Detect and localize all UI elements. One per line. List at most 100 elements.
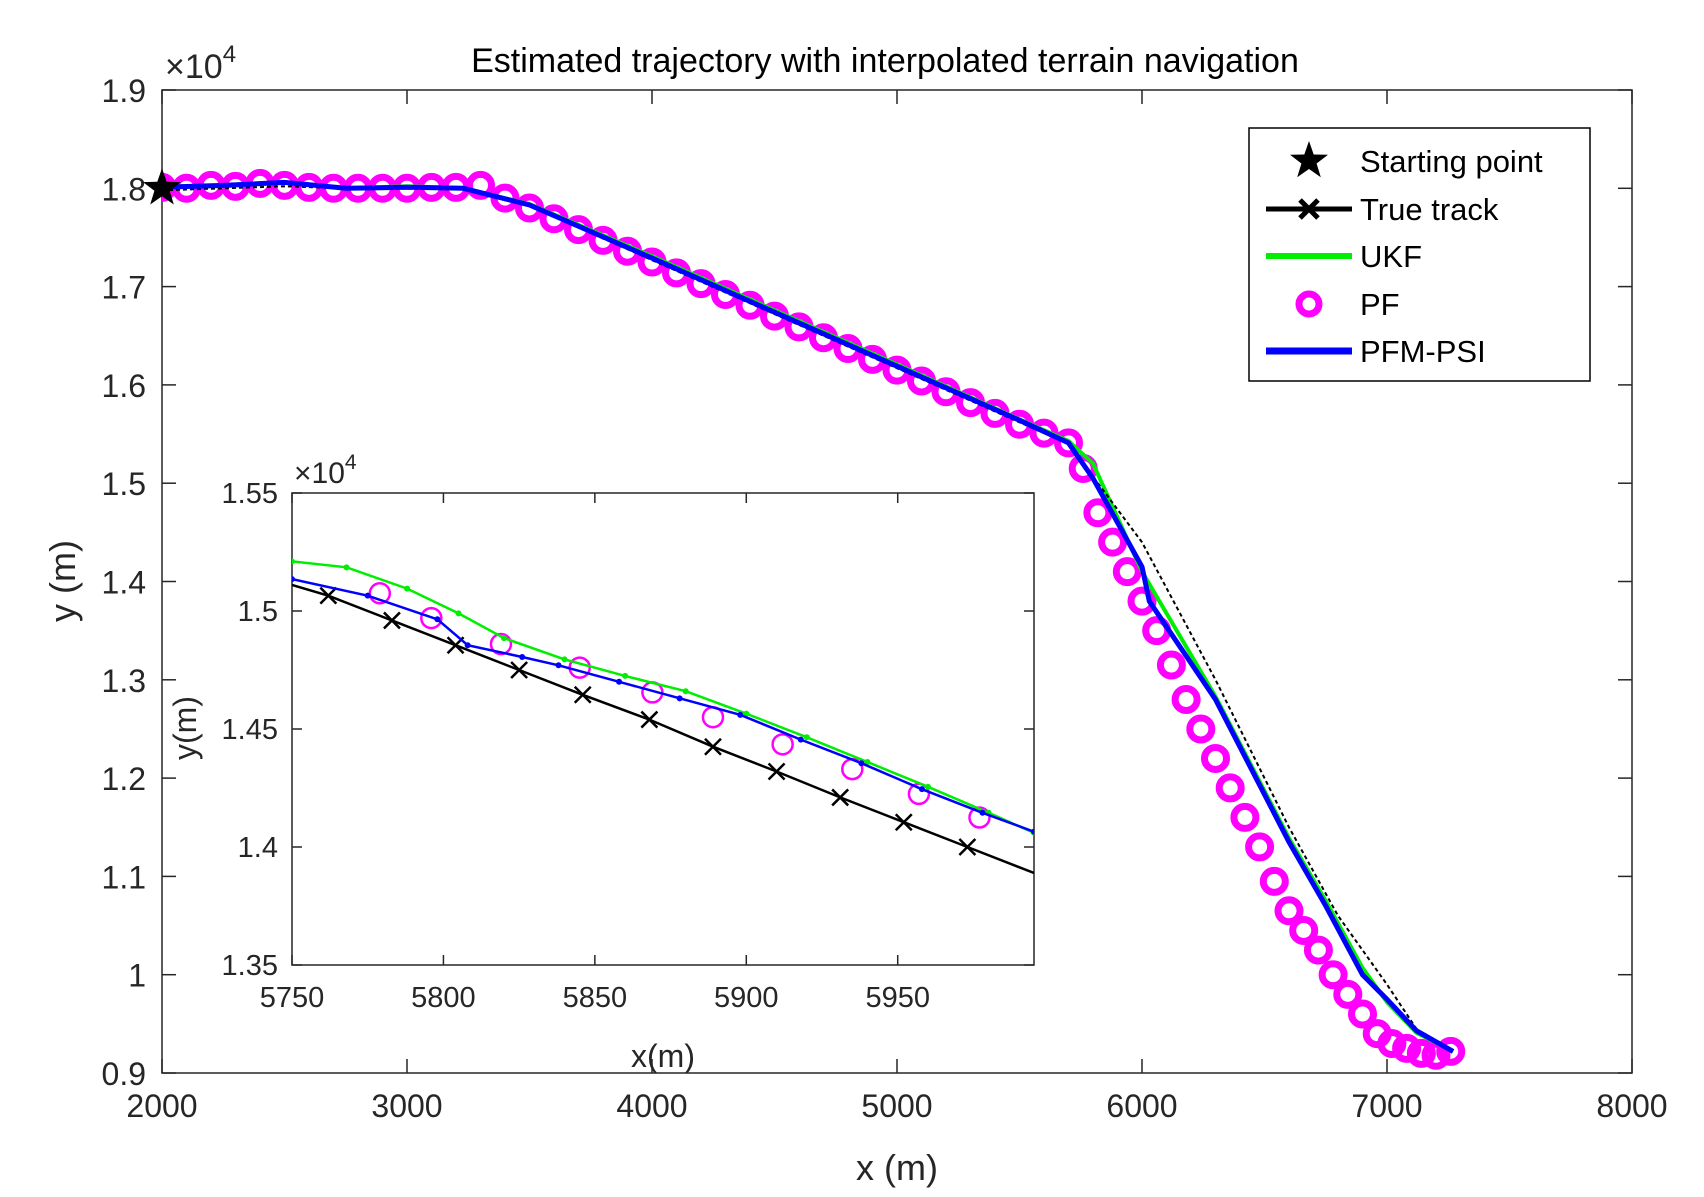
pf-marker <box>1201 743 1230 773</box>
pfm-psi-point <box>737 711 744 718</box>
starting-point-marker <box>143 168 181 205</box>
pf-marker <box>1259 866 1289 896</box>
x-tick-label: 2000 <box>126 1088 197 1124</box>
pf-marker <box>1083 498 1113 528</box>
pf-marker <box>1186 714 1216 744</box>
true-track-x-marker <box>510 661 529 679</box>
legend-label: True track <box>1360 192 1499 227</box>
ukf-point <box>501 635 507 642</box>
x-tick-label: 4000 <box>616 1088 687 1124</box>
y-tick-label: 1.2 <box>102 761 146 797</box>
inset-series-clip <box>292 558 1034 875</box>
main-series <box>143 168 1466 1070</box>
legend-item-ukf: UKF <box>1266 239 1422 274</box>
pfm-psi-point <box>858 760 865 767</box>
y-tick-label: 1.55 <box>222 478 278 510</box>
inset-plot-area <box>291 492 1035 966</box>
true-track-x-marker <box>383 611 401 630</box>
ukf-point <box>455 610 462 617</box>
y-tick-label: 1.5 <box>102 466 146 502</box>
inset-y-axis-label: y(m) <box>167 696 203 760</box>
pf-marker <box>1215 773 1245 803</box>
main-series-clip <box>162 168 1466 1070</box>
pf-marker <box>1171 684 1201 714</box>
inset-y-exponent-power: 4 <box>345 451 357 474</box>
ukf-point <box>404 585 411 592</box>
pf-marker <box>1289 915 1319 945</box>
legend-label: PFM-PSI <box>1360 334 1486 369</box>
main-ticks: 2000 3000 4000 5000 6000 7000 8000 0.9 1 1.1 1.2 1.… <box>102 73 1668 1124</box>
pfm-psi-point <box>434 616 441 623</box>
ukf-point <box>622 672 629 679</box>
pf-marker <box>1303 935 1333 965</box>
pf-marker <box>420 606 443 630</box>
legend-star-marker <box>1290 141 1328 178</box>
pf-marker <box>1054 428 1083 458</box>
legend-x-marker <box>1298 198 1320 220</box>
ukf-point <box>682 688 689 695</box>
y-tick-label: 1.1 <box>102 859 146 895</box>
legend-label: UKF <box>1360 239 1422 274</box>
legend-item-pf: PF <box>1295 287 1400 322</box>
y-exponent-base: ×10 <box>165 48 223 86</box>
legend-label: PF <box>1360 287 1400 322</box>
pfm-psi-point <box>616 678 623 685</box>
inset-axes: 5750 5800 5850 5900 5950 1.35 1.4 1.45 1.5 1.55 x… <box>167 451 1035 1074</box>
ukf-point <box>803 734 810 741</box>
pfm-psi-point <box>676 695 683 702</box>
x-tick-label: 6000 <box>1106 1088 1177 1124</box>
pfm-psi-point <box>364 592 371 599</box>
x-tick-label: 5800 <box>411 982 476 1014</box>
pfm-psi-line <box>162 179 1455 1054</box>
y-tick-label: 1.3 <box>102 663 146 699</box>
legend-item-pfm-psi: PFM-PSI <box>1266 334 1486 369</box>
x-axis-label: x (m) <box>856 1147 938 1188</box>
legend: Starting point True track UKF PF PFM-PSI <box>1248 127 1591 382</box>
true-track-x-marker <box>573 685 592 704</box>
x-tick-label: 5850 <box>563 982 628 1014</box>
ukf-point <box>925 783 931 790</box>
x-tick-label: 5950 <box>865 982 930 1014</box>
pfm-psi-line <box>292 577 1034 833</box>
pf-marker <box>466 170 495 200</box>
x-tick-label: 5000 <box>861 1088 932 1124</box>
ukf-point <box>743 710 750 717</box>
inset-y-exponent-base: ×10 <box>294 457 345 490</box>
true-track-x-marker <box>958 838 977 856</box>
inset-series <box>292 558 1034 875</box>
pf-marker <box>1098 527 1128 557</box>
pfm-psi-point <box>1031 828 1034 835</box>
y-tick-label: 1.5 <box>238 596 278 628</box>
y-tick-label: 1 <box>128 958 146 994</box>
ukf-line <box>292 560 1034 834</box>
pfm-psi-point <box>918 786 925 793</box>
pfm-psi-point <box>555 662 562 669</box>
y-tick-label: 1.9 <box>102 73 146 109</box>
legend-item-true-track: True track <box>1266 192 1499 227</box>
x-tick-label: 8000 <box>1596 1088 1667 1124</box>
inset-y-exponent: ×104 <box>294 451 357 490</box>
y-tick-label: 1.4 <box>102 565 146 601</box>
y-exponent: ×104 <box>165 41 236 86</box>
pf-marker <box>771 733 794 756</box>
true-track-x-marker <box>704 737 722 756</box>
pf-marker <box>1406 1038 1436 1068</box>
pf-marker <box>1348 999 1377 1029</box>
pf-marker <box>368 582 392 605</box>
y-tick-label: 1.7 <box>102 270 146 306</box>
ukf-point <box>864 759 871 766</box>
ukf-point <box>343 564 350 571</box>
pfm-psi-point <box>979 809 986 816</box>
y-tick-label: 1.45 <box>222 714 278 746</box>
pf-marker <box>1436 1036 1466 1066</box>
legend-circle-marker <box>1295 290 1323 318</box>
y-tick-label: 1.35 <box>222 950 278 982</box>
pf-marker <box>1245 832 1275 862</box>
pf-marker <box>1230 802 1260 832</box>
ukf-point <box>292 558 295 565</box>
inset-ticks: 5750 5800 5850 5900 5950 1.35 1.4 1.45 1.5 1.55 <box>222 478 1034 1014</box>
y-tick-label: 1.4 <box>238 832 278 864</box>
pfm-psi-point <box>797 736 804 743</box>
true-track-x-marker <box>894 813 913 832</box>
